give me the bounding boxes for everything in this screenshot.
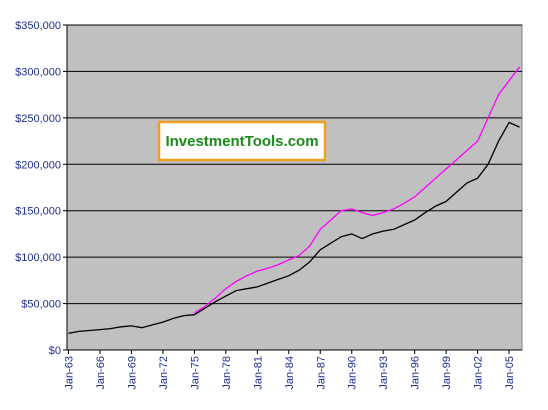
y-tick-label: $0: [49, 345, 61, 357]
y-tick-label: $50,000: [21, 299, 61, 311]
lines: [68, 66, 521, 334]
y-tick-label: $350,000: [15, 20, 61, 32]
x-tick-label: Jan-81: [252, 356, 264, 390]
logo-box: [157, 120, 327, 162]
x-tick-label: Jan-78: [221, 356, 233, 390]
y-tick-label: $200,000: [15, 159, 61, 171]
x-tick-label: Jan-96: [410, 356, 422, 390]
x-tick-label: Jan-05: [504, 356, 516, 390]
x-tick-label: Jan-99: [441, 356, 453, 390]
x-tick-label: Jan-72: [158, 356, 170, 390]
plot-area: [66, 24, 523, 351]
y-tick-label: $300,000: [15, 66, 61, 78]
x-tick-label: Jan-90: [347, 356, 359, 390]
series-line: [194, 66, 521, 314]
x-tick-label: Jan-87: [315, 356, 327, 390]
x-tick-label: Jan-63: [64, 356, 76, 390]
x-tick-label: Jan-75: [189, 356, 201, 390]
y-tick-label: $100,000: [15, 252, 61, 264]
x-tick-label: Jan-84: [284, 356, 296, 390]
series-line: [68, 121, 520, 334]
logo-text: InvestmentTools.com: [165, 133, 318, 150]
y-tick-label: $150,000: [15, 206, 61, 218]
x-tick-label: Jan-02: [473, 356, 485, 390]
x-tick-label: Jan-93: [378, 356, 390, 390]
y-tick-label: $250,000: [15, 113, 61, 125]
x-tick-label: Jan-66: [95, 356, 107, 390]
x-tick-label: Jan-69: [126, 356, 138, 390]
